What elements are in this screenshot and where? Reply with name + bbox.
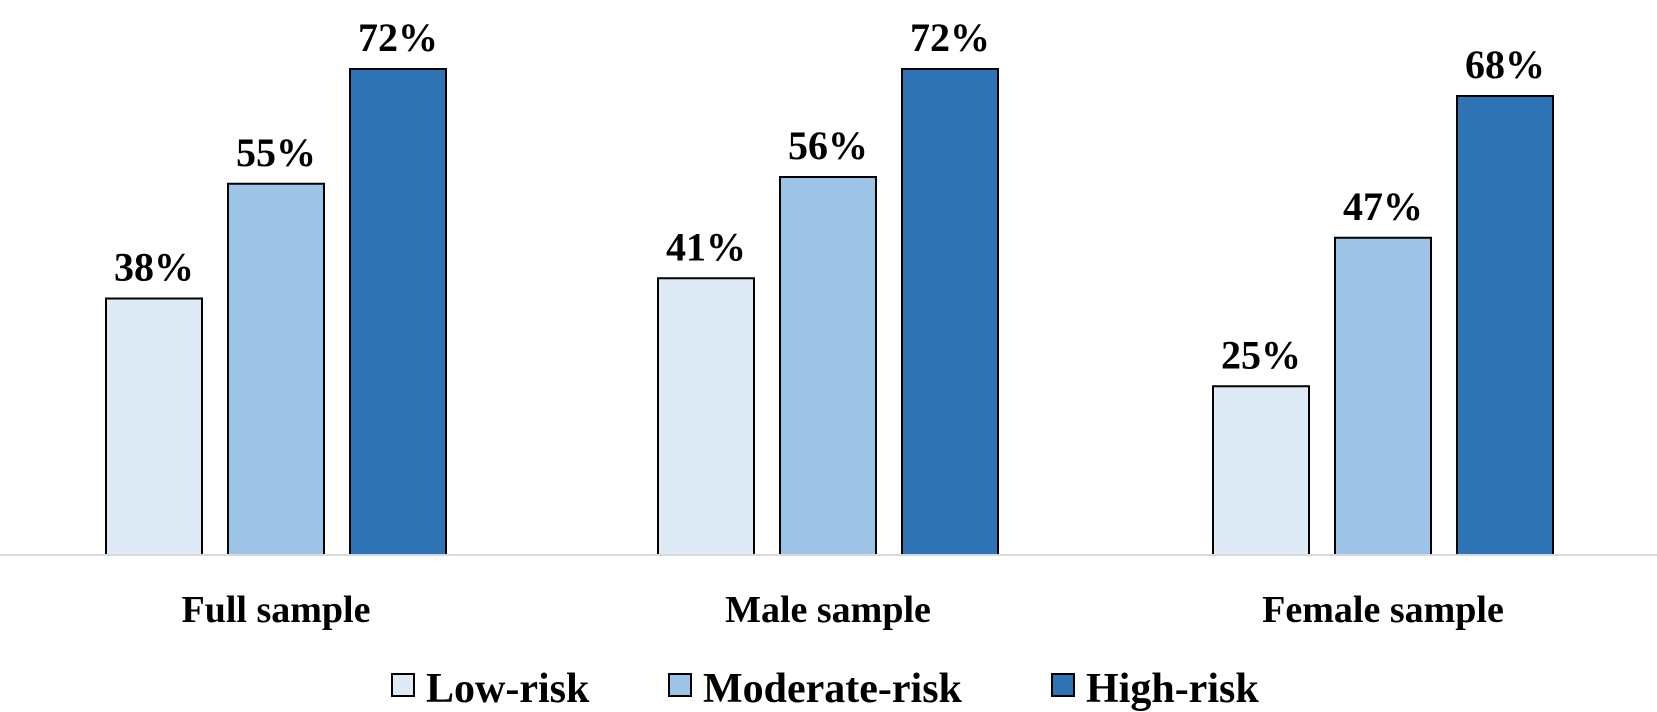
legend-label-low-risk: Low-risk xyxy=(426,666,590,712)
bar-high-risk-3 xyxy=(1456,95,1554,556)
data-label: 55% xyxy=(236,130,316,175)
data-label: 72% xyxy=(358,15,438,60)
bar-high-risk-1 xyxy=(349,68,447,556)
legend-swatch-moderate-risk xyxy=(668,673,692,697)
data-label: 68% xyxy=(1465,42,1545,87)
legend: Low-risk Moderate-risk High-risk xyxy=(391,666,1259,712)
data-label: 38% xyxy=(114,245,194,290)
legend-swatch-low-risk xyxy=(391,673,415,697)
category-label: Female sample xyxy=(1262,589,1504,631)
bar-low-risk-3 xyxy=(1212,385,1310,556)
bar-low-risk-1 xyxy=(105,297,203,556)
bar-high-risk-2 xyxy=(901,68,999,556)
bar-moderate-risk-2 xyxy=(779,176,877,556)
bar-low-risk-2 xyxy=(657,277,755,556)
data-labels-layer: 38% 55% 72% 41% 56% 72% 25% 47% 68% xyxy=(114,15,1545,377)
legend-label-high-risk: High-risk xyxy=(1086,666,1259,712)
category-label: Full sample xyxy=(182,589,371,631)
data-label: 25% xyxy=(1221,332,1301,377)
data-label: 56% xyxy=(788,123,868,168)
bar-moderate-risk-1 xyxy=(227,182,325,556)
data-label: 72% xyxy=(910,15,990,60)
bar-moderate-risk-3 xyxy=(1334,236,1432,556)
data-label: 47% xyxy=(1343,184,1423,229)
data-label: 41% xyxy=(666,224,746,269)
bars-layer xyxy=(105,68,1554,556)
legend-label-moderate-risk: Moderate-risk xyxy=(703,666,963,712)
category-label: Male sample xyxy=(725,589,931,631)
category-labels-layer: Full sample Male sample Female sample xyxy=(182,589,1504,631)
legend-swatch-high-risk xyxy=(1051,673,1075,697)
